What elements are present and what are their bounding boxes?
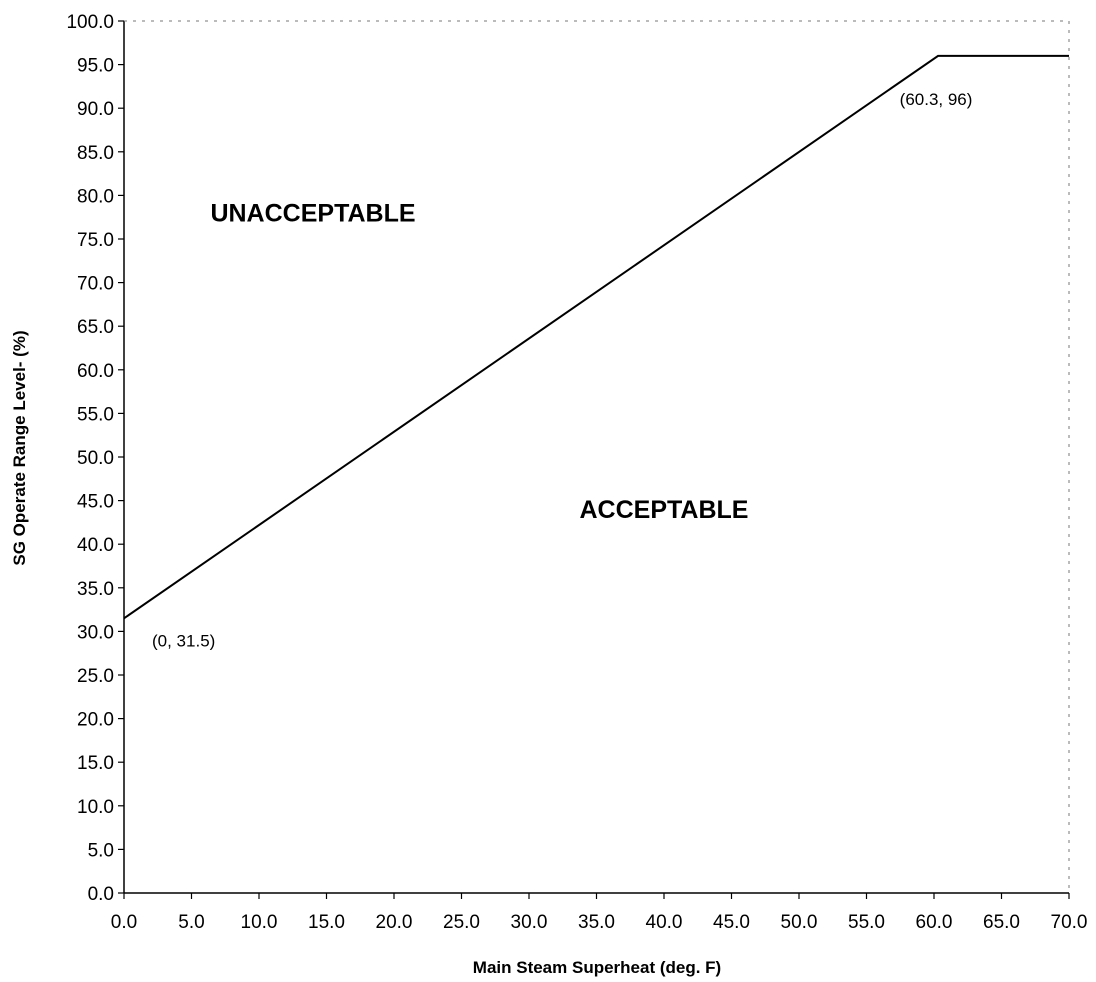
y-tick-label: 55.0 bbox=[77, 404, 114, 425]
x-tick-label: 50.0 bbox=[781, 912, 818, 933]
limit-line bbox=[123, 54, 1069, 620]
x-tick-label: 55.0 bbox=[848, 912, 885, 933]
y-tick-label: 65.0 bbox=[77, 317, 114, 338]
x-tick-label: 30.0 bbox=[511, 912, 548, 933]
y-tick-label: 75.0 bbox=[77, 230, 114, 251]
x-tick-label: 60.0 bbox=[916, 912, 953, 933]
y-tick-label: 60.0 bbox=[77, 361, 114, 382]
point-label: (0, 31.5) bbox=[152, 631, 215, 650]
x-tick-label: 40.0 bbox=[646, 912, 683, 933]
point-label: (60.3, 96) bbox=[900, 90, 973, 109]
x-tick-label: 65.0 bbox=[983, 912, 1020, 933]
x-tick-label: 20.0 bbox=[376, 912, 413, 933]
x-tick-label: 70.0 bbox=[1051, 912, 1088, 933]
y-tick-label: 35.0 bbox=[77, 579, 114, 600]
labels: (0, 31.5) (60.3, 96) UNACCEPTABLE ACCEPTABL… bbox=[152, 90, 972, 650]
x-tick-label: 45.0 bbox=[713, 912, 750, 933]
y-tick-label: 70.0 bbox=[77, 274, 114, 295]
y-axis: 0.0 5.0 10.0 15.0 20.0 25.0 30.0 35.0 40.0 45.0 50… bbox=[66, 12, 124, 905]
y-tick-label: 85.0 bbox=[77, 143, 114, 164]
y-tick-label: 100.0 bbox=[66, 12, 114, 33]
y-tick-label: 90.0 bbox=[77, 99, 114, 120]
region-label: UNACCEPTABLE bbox=[210, 200, 415, 228]
x-tick-label: 10.0 bbox=[241, 912, 278, 933]
y-tick-label: 40.0 bbox=[77, 535, 114, 556]
x-axis-title: Main Steam Superheat (deg. F) bbox=[473, 958, 721, 977]
x-axis: 0.0 5.0 10.0 15.0 20.0 25.0 30.0 35.0 40.0 45.0 50… bbox=[111, 893, 1088, 933]
y-tick-label: 45.0 bbox=[77, 492, 114, 513]
y-tick-label: 0.0 bbox=[88, 884, 114, 905]
x-tick-label: 15.0 bbox=[308, 912, 345, 933]
y-tick-label: 25.0 bbox=[77, 666, 114, 687]
y-tick-label: 10.0 bbox=[77, 797, 114, 818]
y-tick-label: 5.0 bbox=[88, 840, 114, 861]
series bbox=[123, 54, 1069, 620]
region-label: ACCEPTABLE bbox=[580, 496, 749, 524]
y-tick-label: 15.0 bbox=[77, 753, 114, 774]
y-tick-label: 20.0 bbox=[77, 710, 114, 731]
plot-frame bbox=[123, 20, 1070, 894]
y-tick-label: 95.0 bbox=[77, 56, 114, 77]
x-tick-label: 35.0 bbox=[578, 912, 615, 933]
y-tick-label: 80.0 bbox=[77, 186, 114, 207]
y-tick-label: 50.0 bbox=[77, 448, 114, 469]
y-axis-title: SG Operate Range Level- (%) bbox=[10, 330, 29, 565]
x-tick-label: 5.0 bbox=[178, 912, 204, 933]
y-tick-label: 30.0 bbox=[77, 622, 114, 643]
x-tick-label: 0.0 bbox=[111, 912, 137, 933]
x-tick-label: 25.0 bbox=[443, 912, 480, 933]
